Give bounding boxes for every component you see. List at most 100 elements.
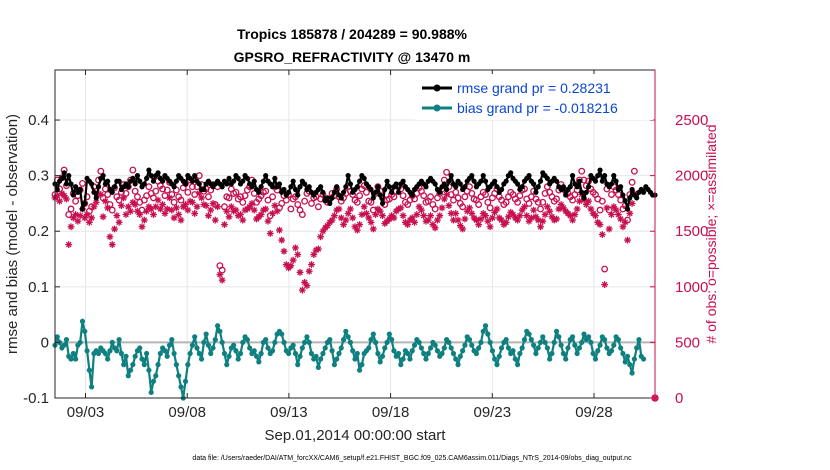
bias-point (368, 337, 374, 343)
assimilated-point (601, 281, 609, 288)
rmse-point (508, 170, 514, 176)
assimilated-point (592, 212, 599, 220)
bias-point (544, 345, 550, 351)
rmse-point (494, 184, 500, 190)
rmse-point (389, 189, 395, 195)
rmse-point (448, 173, 454, 179)
bias-point (121, 362, 127, 368)
rmse-point (409, 192, 415, 198)
rmse-point (192, 173, 198, 179)
bias-point (178, 384, 184, 390)
assimilated-point (461, 215, 469, 223)
rmse-point (471, 178, 477, 184)
rmse-point (155, 170, 161, 176)
bias-point (203, 331, 209, 337)
bias-point (457, 353, 463, 359)
possible-point (516, 192, 524, 200)
assimilated-point (628, 200, 636, 207)
rmse-point (567, 184, 573, 190)
rmse-point (235, 175, 241, 182)
y2-tick-label: 1000 (675, 279, 708, 296)
rmse-point (141, 181, 147, 187)
bias-point (105, 356, 111, 362)
rmse-point (318, 184, 324, 190)
bias-point (563, 356, 569, 362)
bias-point (375, 350, 381, 357)
x-axis-label: Sep.01,2014 00:00:00 start (265, 427, 447, 444)
assimilated-point (266, 230, 274, 237)
assimilated-point (122, 211, 130, 218)
bias-point (389, 337, 395, 343)
assimilated-point (502, 218, 510, 226)
assimilated-point (111, 225, 118, 233)
assimilated-point (127, 207, 134, 215)
rmse-point (492, 178, 498, 184)
assimilated-point (420, 212, 428, 220)
assimilated-point (413, 211, 421, 218)
assimilated-point (108, 241, 116, 248)
assimilated-point (516, 212, 524, 220)
y2-axis-ticks: 0 500 1000 1500 2000 2500 (650, 112, 708, 407)
assimilated-point (475, 221, 483, 228)
assimilated-point (184, 206, 192, 214)
bias-point (127, 367, 134, 373)
bias-point (148, 389, 154, 396)
bias-point (489, 348, 496, 354)
possible-point (356, 192, 364, 200)
assimilated-point (411, 218, 418, 226)
bias-point (292, 350, 299, 357)
bias-point (537, 339, 544, 346)
y-axis-label: rmse and bias (model - observation) (4, 114, 21, 354)
possible-point (541, 189, 549, 197)
possible-point (145, 183, 153, 191)
bias-point (171, 350, 177, 357)
bias-point (398, 362, 404, 368)
bias-point (487, 339, 493, 346)
bias-point (627, 362, 633, 368)
bias-point (272, 339, 278, 346)
possible-point (628, 178, 636, 186)
bias-point (295, 362, 301, 368)
assimilated-point (207, 206, 215, 214)
rmse-point (581, 195, 587, 201)
possible-point (298, 211, 306, 218)
assimilated-point (159, 201, 167, 208)
possible-point (129, 166, 137, 174)
rmse-point (100, 173, 106, 179)
assimilated-point (365, 214, 373, 222)
possible-point (163, 186, 171, 194)
y-tick-label: 0.3 (28, 168, 49, 185)
bias-point (318, 356, 324, 362)
bias-point (622, 359, 628, 365)
bias-point (340, 337, 347, 343)
assimilated-point (296, 268, 304, 276)
possible-point (605, 206, 613, 214)
bias-point (198, 356, 205, 362)
rmse-point (340, 189, 347, 195)
outlier-marker (651, 394, 659, 402)
bias-point (77, 339, 83, 346)
rmse-point (526, 173, 532, 179)
bias-point (450, 350, 457, 357)
assimilated-point (418, 206, 425, 214)
assimilated-point (342, 216, 350, 224)
bias-point (498, 345, 505, 351)
bias-point (476, 345, 482, 351)
possible-point (104, 191, 112, 198)
assimilated-point (452, 210, 460, 217)
bias-point (116, 337, 122, 343)
possible-point (569, 196, 577, 204)
bias-point (164, 353, 170, 359)
bias-point (219, 339, 225, 346)
bias-point (155, 362, 161, 368)
rmse-point (260, 178, 266, 184)
bias-point (453, 356, 459, 362)
rmse-point (482, 178, 489, 184)
bias-point (560, 350, 566, 357)
possible-point (294, 201, 302, 208)
bias-point (558, 342, 564, 348)
rmse-point (331, 189, 337, 195)
bias-point (137, 345, 143, 351)
assimilated-point (92, 198, 100, 206)
